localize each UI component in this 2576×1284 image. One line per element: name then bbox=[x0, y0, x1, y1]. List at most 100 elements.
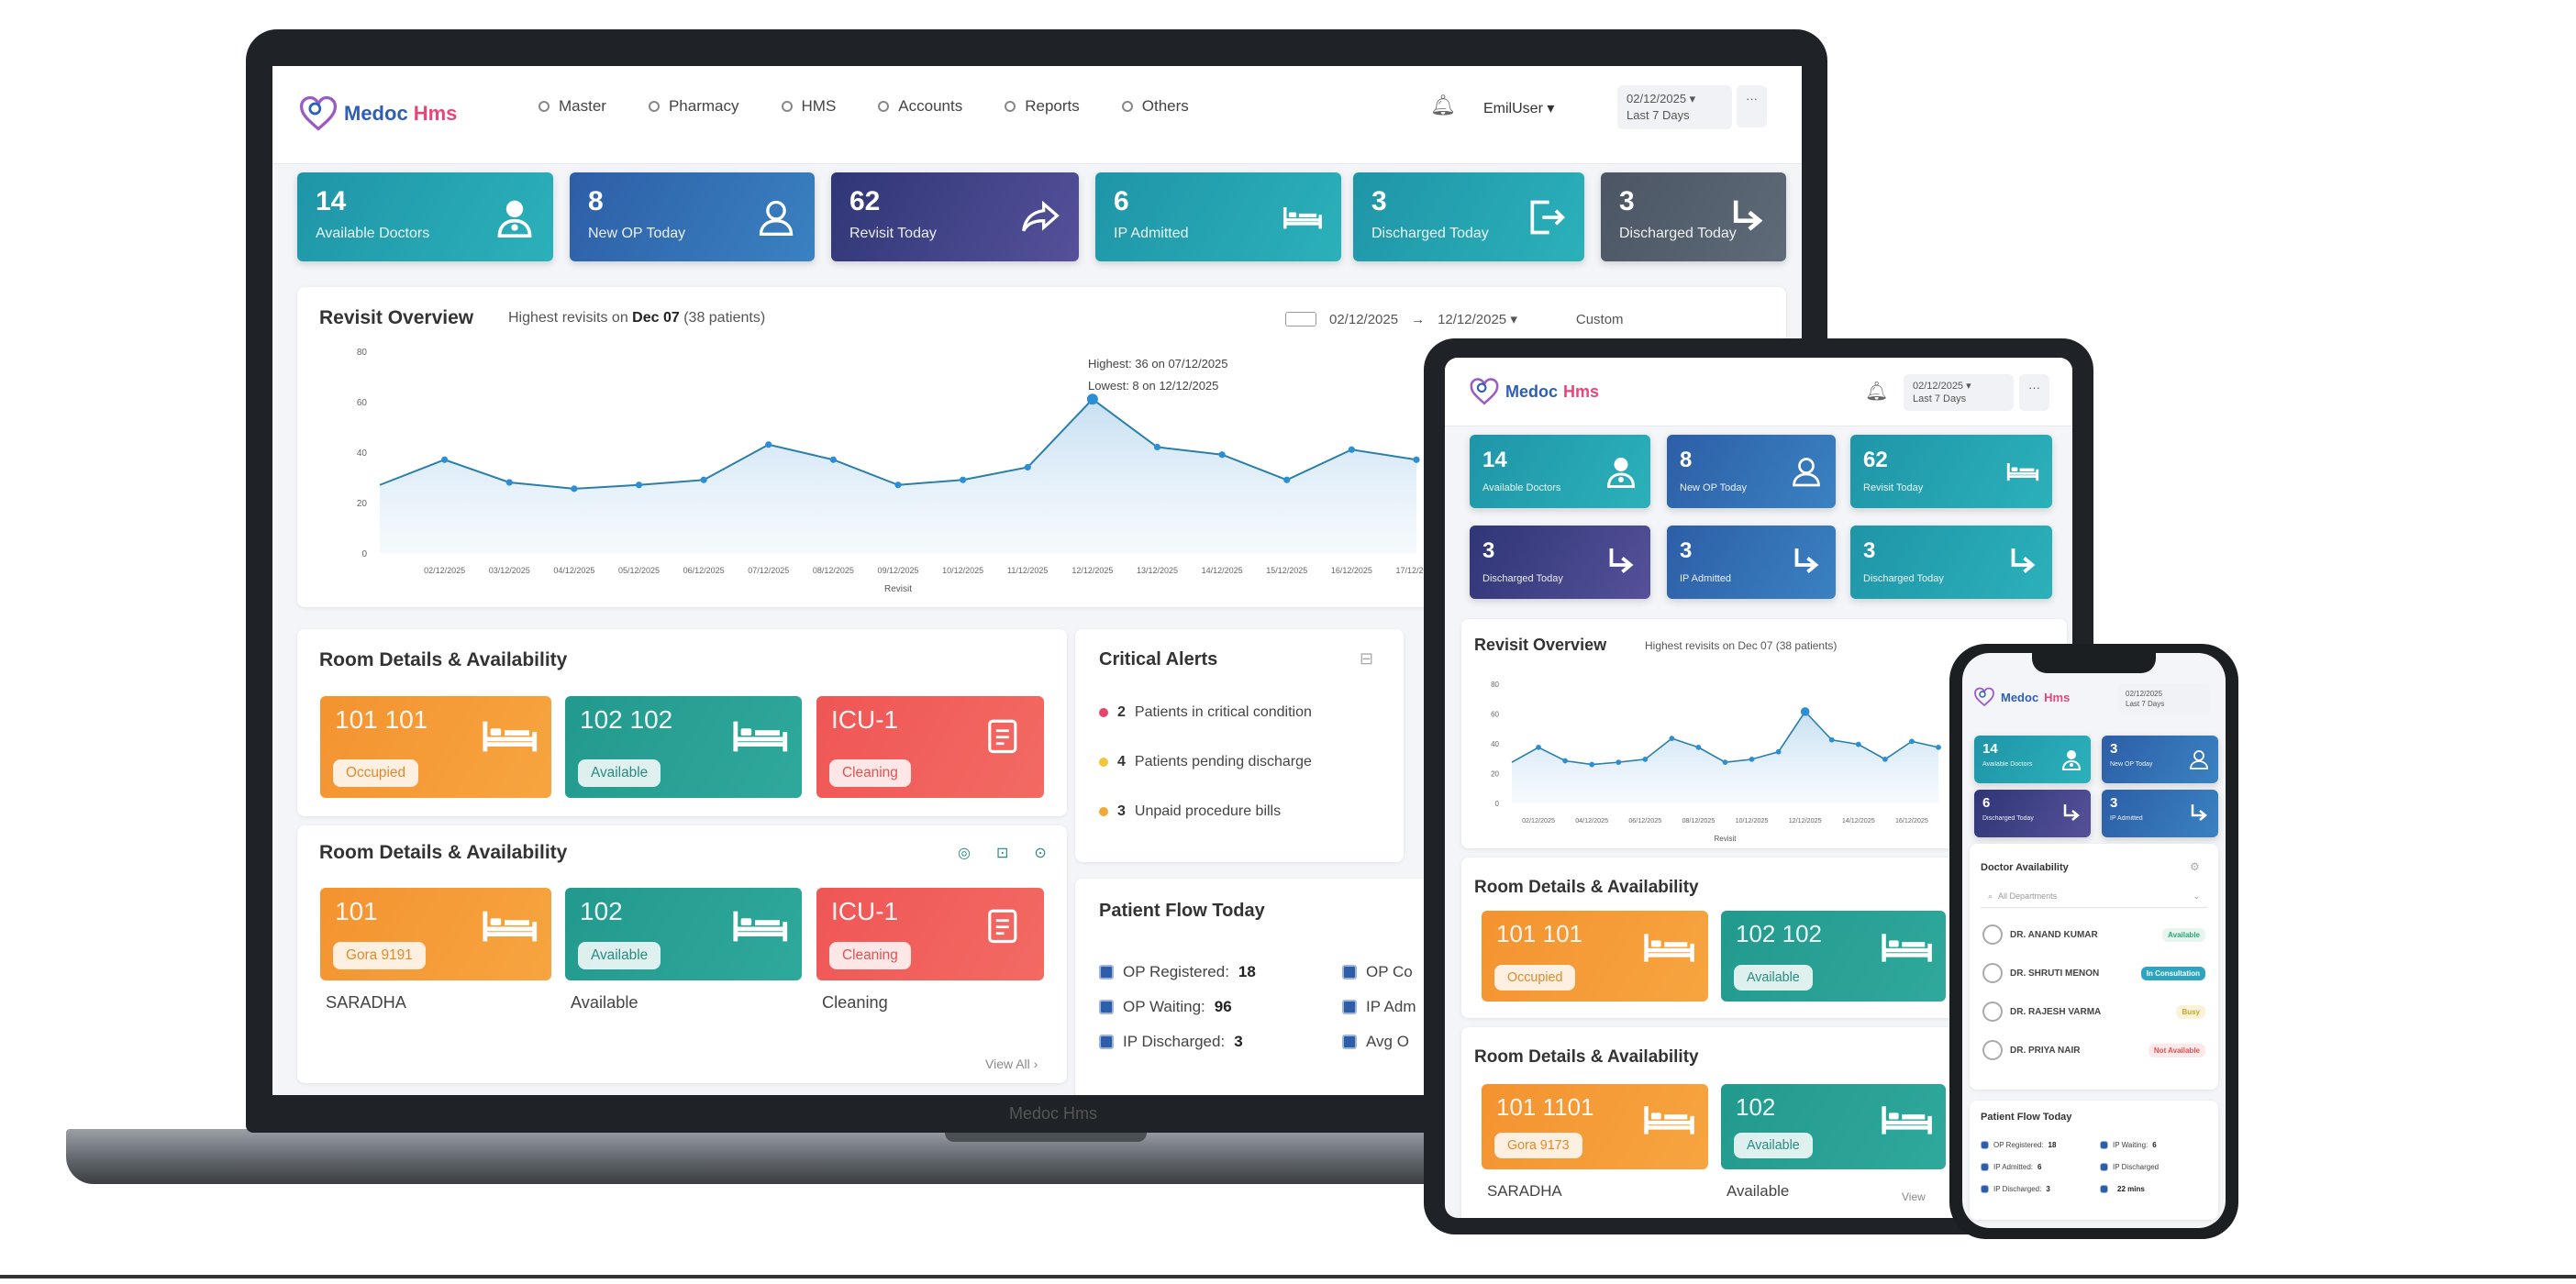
alert-item[interactable]: 3 Unpaid procedure bills bbox=[1099, 803, 1281, 820]
kpi-card[interactable]: 62 Revisit Today bbox=[1850, 435, 2052, 508]
nav-item-accounts[interactable]: Accounts bbox=[878, 97, 962, 116]
export-icon[interactable]: ⊟ bbox=[1360, 649, 1374, 668]
x-axis-label: Revisit bbox=[884, 584, 912, 594]
kpi-card[interactable]: 8 New OP Today bbox=[1667, 435, 1836, 508]
data-point bbox=[1153, 443, 1161, 451]
date-filter[interactable]: 02/12/2025 ▾ Last 7 Days bbox=[1617, 85, 1732, 129]
kpi-card[interactable]: 6 Discharged Today bbox=[1974, 790, 2091, 837]
alert-item[interactable]: 4 Patients pending discharge bbox=[1099, 754, 1312, 770]
kpi-card[interactable]: 62 Revisit Today bbox=[831, 172, 1079, 261]
room-card[interactable]: 102 102 Available bbox=[565, 696, 802, 798]
doctor-icon bbox=[494, 197, 535, 238]
x-tick-label: 06/12/2025 bbox=[683, 566, 725, 575]
room-card[interactable]: 102 Available bbox=[1721, 1084, 1946, 1169]
room-card[interactable]: 102 102 Available bbox=[1721, 911, 1946, 1002]
data-point bbox=[1642, 756, 1649, 762]
room-card[interactable]: 101 101 Occupied bbox=[320, 696, 551, 798]
patient-flow-card: Patient Flow Today OP Registered: 18 OP Wa… bbox=[1075, 879, 1442, 1095]
clipboard-icon bbox=[974, 716, 1031, 755]
data-point bbox=[960, 476, 967, 483]
view-all-link[interactable]: View All › bbox=[985, 1057, 1038, 1071]
kpi-card[interactable]: 3 Discharged Today bbox=[1470, 526, 1650, 599]
kpi-card[interactable]: 14 Available Doctors bbox=[297, 172, 553, 261]
alert-item[interactable]: 2 Patients in critical condition bbox=[1099, 704, 1312, 721]
room-number: 101 101 bbox=[1496, 920, 1582, 947]
user-menu[interactable]: EmilUser ▾ bbox=[1483, 101, 1555, 116]
kpi-card[interactable]: 3 IP Admitted bbox=[2102, 790, 2218, 837]
doctor-list-item[interactable]: DR. PRIYA NAIR Not Available bbox=[1982, 1040, 2205, 1060]
date-range-picker[interactable]: 02/12/2025 → 12/12/2025 ▾ Custom bbox=[1285, 311, 1624, 327]
logo[interactable]: Medoc Hms bbox=[298, 94, 457, 134]
data-point bbox=[1669, 736, 1675, 742]
bed-icon bbox=[1282, 197, 1323, 238]
bed-icon bbox=[732, 906, 789, 945]
x-tick-label: 10/12/2025 bbox=[1736, 816, 1769, 825]
kpi-card[interactable]: 3 IP Admitted bbox=[1667, 526, 1836, 599]
nav-item-pharmacy[interactable]: Pharmacy bbox=[648, 97, 739, 116]
revisit-line-chart: 0 20 40 60 80 02/12/2025 03/12/2025 04/12/2025 0… bbox=[357, 348, 1426, 594]
checkbox-icon bbox=[2100, 1163, 2108, 1171]
tablet-more-button[interactable]: ··· bbox=[2019, 374, 2049, 411]
refresh-icon[interactable]: ⊙ bbox=[1034, 846, 1047, 861]
room-card[interactable]: ICU-1 Cleaning bbox=[816, 696, 1044, 798]
kpi-card[interactable]: 8 New OP Today bbox=[570, 172, 815, 261]
kpi-value: 3 bbox=[1619, 186, 1635, 216]
data-point bbox=[1413, 456, 1420, 463]
kpi-card[interactable]: 6 IP Admitted bbox=[1095, 172, 1341, 261]
room-number: ICU-1 bbox=[831, 705, 899, 734]
kpi-icon bbox=[2060, 802, 2082, 825]
room-card[interactable]: 102 Available bbox=[565, 888, 802, 980]
tablet-logo[interactable]: Medoc Hms bbox=[1469, 376, 1599, 407]
kpi-card[interactable]: 3 Discharged Today bbox=[1601, 172, 1786, 261]
kpi-icon bbox=[2188, 802, 2210, 825]
bell-icon[interactable]: 🔔︎ bbox=[1865, 382, 1889, 402]
kpi-card[interactable]: 14 Available Doctors bbox=[1470, 435, 1650, 508]
flow-item: IP Admitted: 6 bbox=[1981, 1163, 2041, 1171]
room-card[interactable]: 101 1101 Gora 9173 bbox=[1482, 1084, 1708, 1169]
room-card[interactable]: 101 101 Occupied bbox=[1482, 911, 1708, 1002]
info-icon[interactable]: ◎ bbox=[958, 846, 971, 861]
room-status-badge: Available bbox=[578, 759, 661, 787]
nav-item-reports[interactable]: Reports bbox=[1005, 97, 1080, 116]
tablet-date-filter[interactable]: 02/12/2025 ▾ Last 7 Days bbox=[1904, 374, 2014, 411]
x-tick-label: 10/12/2025 bbox=[942, 566, 983, 575]
doctor-list-item[interactable]: DR. RAJESH VARMA Busy bbox=[1982, 1002, 2205, 1022]
doctor-list-item[interactable]: DR. ANAND KUMAR Available bbox=[1982, 924, 2205, 945]
nav-item-others[interactable]: Others bbox=[1121, 97, 1189, 116]
custom-range-button[interactable]: Custom bbox=[1575, 311, 1624, 327]
nav-item-hms[interactable]: HMS bbox=[781, 97, 836, 116]
kpi-card[interactable]: 3 Discharged Today bbox=[1353, 172, 1584, 261]
data-point bbox=[1086, 393, 1098, 405]
kpi-card[interactable]: 3 Discharged Today bbox=[1850, 526, 2052, 599]
logo-heart-icon bbox=[1973, 686, 1995, 708]
tablet-view-all-link[interactable]: View bbox=[1902, 1190, 1926, 1203]
phone-date-filter[interactable]: 02/12/2025 Last 7 Days bbox=[2118, 684, 2210, 714]
kpi-card[interactable]: 3 New OP Today bbox=[2102, 736, 2218, 783]
data-point bbox=[1749, 756, 1755, 762]
chevron-down-icon: ⌄ bbox=[2193, 891, 2200, 901]
doctor-status-badge: In Consultation bbox=[2140, 966, 2205, 980]
doctor-list-item[interactable]: DR. SHRUTI MENON In Consultation bbox=[1982, 963, 2205, 983]
phone-patient-flow-title: Patient Flow Today bbox=[1981, 1112, 2072, 1123]
phone-logo[interactable]: Medoc Hms bbox=[1973, 686, 2070, 708]
room-number: 101 101 bbox=[335, 705, 428, 734]
critical-alerts-title: Critical Alerts bbox=[1099, 649, 1218, 670]
nav-item-master[interactable]: Master bbox=[539, 97, 606, 116]
bed-icon bbox=[1881, 929, 1933, 965]
bell-icon[interactable]: 🔔︎ bbox=[1430, 94, 1456, 116]
logo-text-hms: Hms bbox=[413, 102, 458, 125]
room-card[interactable]: 101 Gora 9191 bbox=[320, 888, 551, 980]
x-tick-label: 07/12/2025 bbox=[748, 566, 789, 575]
settings-icon[interactable]: ⚙ bbox=[2190, 860, 2200, 873]
room-card[interactable]: ICU-1 Cleaning bbox=[816, 888, 1044, 980]
bed-icon bbox=[732, 716, 789, 755]
data-point bbox=[700, 476, 707, 483]
data-point bbox=[1536, 744, 1541, 750]
department-select[interactable]: ⌕ All Departments ⌄ bbox=[1981, 888, 2207, 908]
more-button[interactable]: ··· bbox=[1737, 85, 1767, 127]
doctor-availability-title: Doctor Availability bbox=[1981, 862, 2069, 873]
room-number: 102 102 bbox=[580, 705, 673, 734]
kpi-card[interactable]: 14 Available Doctors bbox=[1974, 736, 2091, 783]
search-room-icon[interactable]: ⊡ bbox=[995, 846, 1009, 861]
kpi-label: IP Admitted bbox=[1114, 226, 1189, 241]
